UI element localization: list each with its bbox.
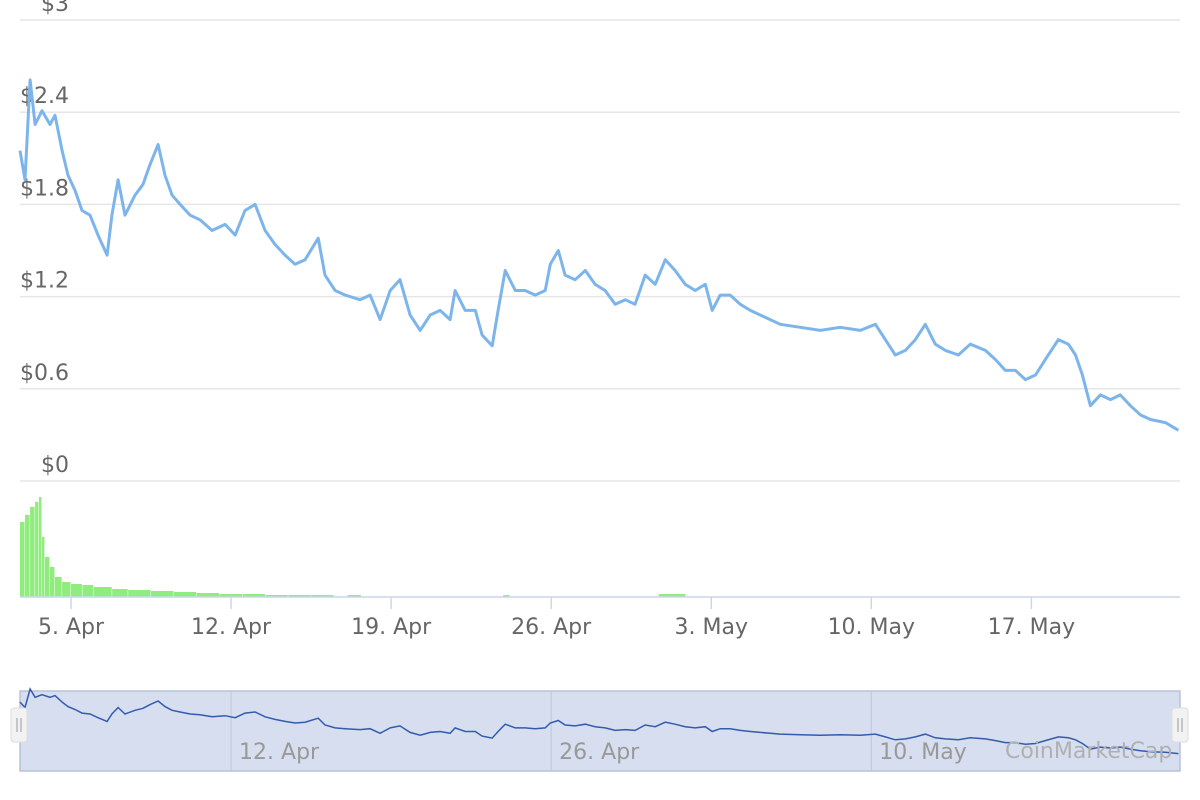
x-tick-label: 10. May [828,615,915,640]
volume-bar [658,594,686,597]
navigator-tick-label: 10. May [879,740,966,765]
volume-bar [30,507,35,597]
volume-bar [242,594,265,597]
x-tick-label: 17. May [988,615,1075,640]
navigator-line [19,687,1179,755]
watermark: CoinMarketCap [1005,739,1172,764]
volume-bar [196,593,220,597]
y-tick-label: $0 [41,453,69,478]
price-line [18,78,1180,432]
navigator-window[interactable] [19,690,1181,772]
volume-bar [311,595,334,597]
x-tick-label: 19. Apr [351,615,432,640]
volume-bar [49,567,55,597]
volume-bar [82,585,94,597]
volume-bar [151,591,174,597]
volume-bar [54,577,62,597]
x-tick-label: 3. May [675,615,748,640]
x-tick-label: 26. Apr [511,615,592,640]
volume-bar [219,594,242,597]
volume-bar [503,595,510,597]
volume-bar [62,582,71,597]
volume-bar [44,557,50,597]
y-tick-label: $1.8 [20,176,69,201]
volume-bar [70,584,82,597]
volume-bar [20,522,25,597]
volume-bar [38,497,42,597]
volume-bar [35,502,39,597]
volume-bar [112,589,128,597]
navigator-tick-label: 12. Apr [239,740,320,765]
volume-bar [93,587,112,597]
volume-bar [288,595,311,597]
x-tick-label: 12. Apr [191,615,272,640]
volume-bar [173,592,197,597]
volume-bar [41,537,45,597]
navigator-tick-label: 26. Apr [559,740,640,765]
y-tick-label: $1.2 [20,269,69,294]
volume-bar [25,515,30,597]
volume-bar [265,595,288,597]
volume-bar [128,590,151,597]
navigator-handle-right[interactable] [1171,707,1189,743]
x-tick-label: 5. Apr [38,615,105,640]
y-tick-label: $0.6 [20,361,69,386]
navigator-handle-left[interactable] [10,707,28,743]
volume-bar [347,595,361,597]
y-tick-label: $3 [41,0,69,17]
